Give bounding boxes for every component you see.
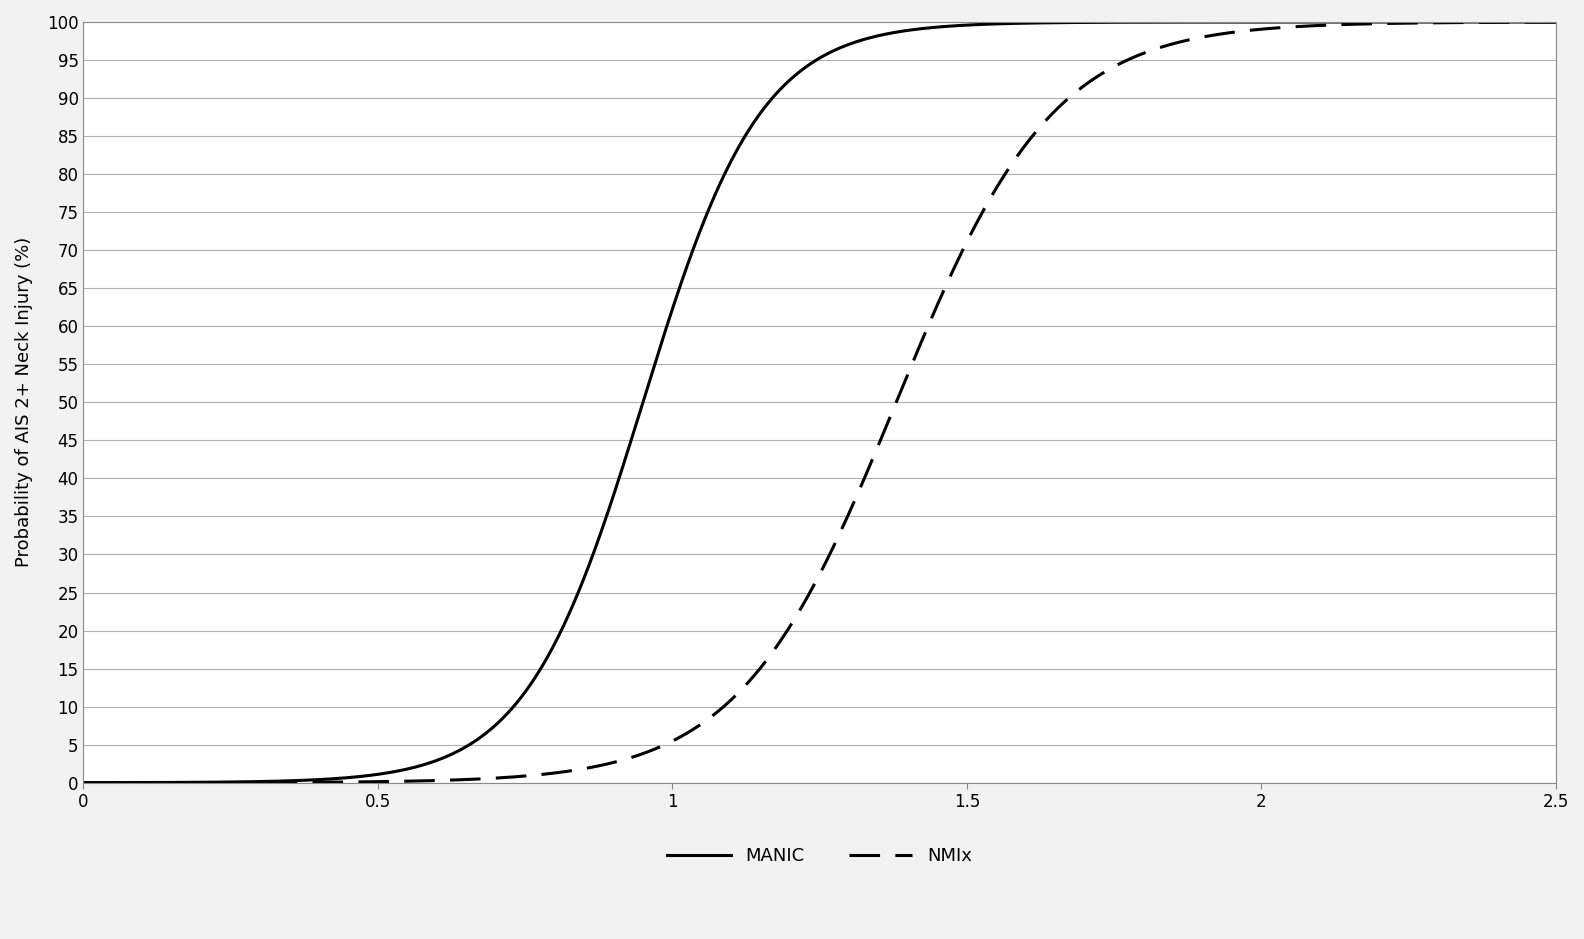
Legend: MANIC, NMIx: MANIC, NMIx [661, 840, 979, 872]
Y-axis label: Probability of AIS 2+ Neck Injury (%): Probability of AIS 2+ Neck Injury (%) [14, 238, 33, 567]
